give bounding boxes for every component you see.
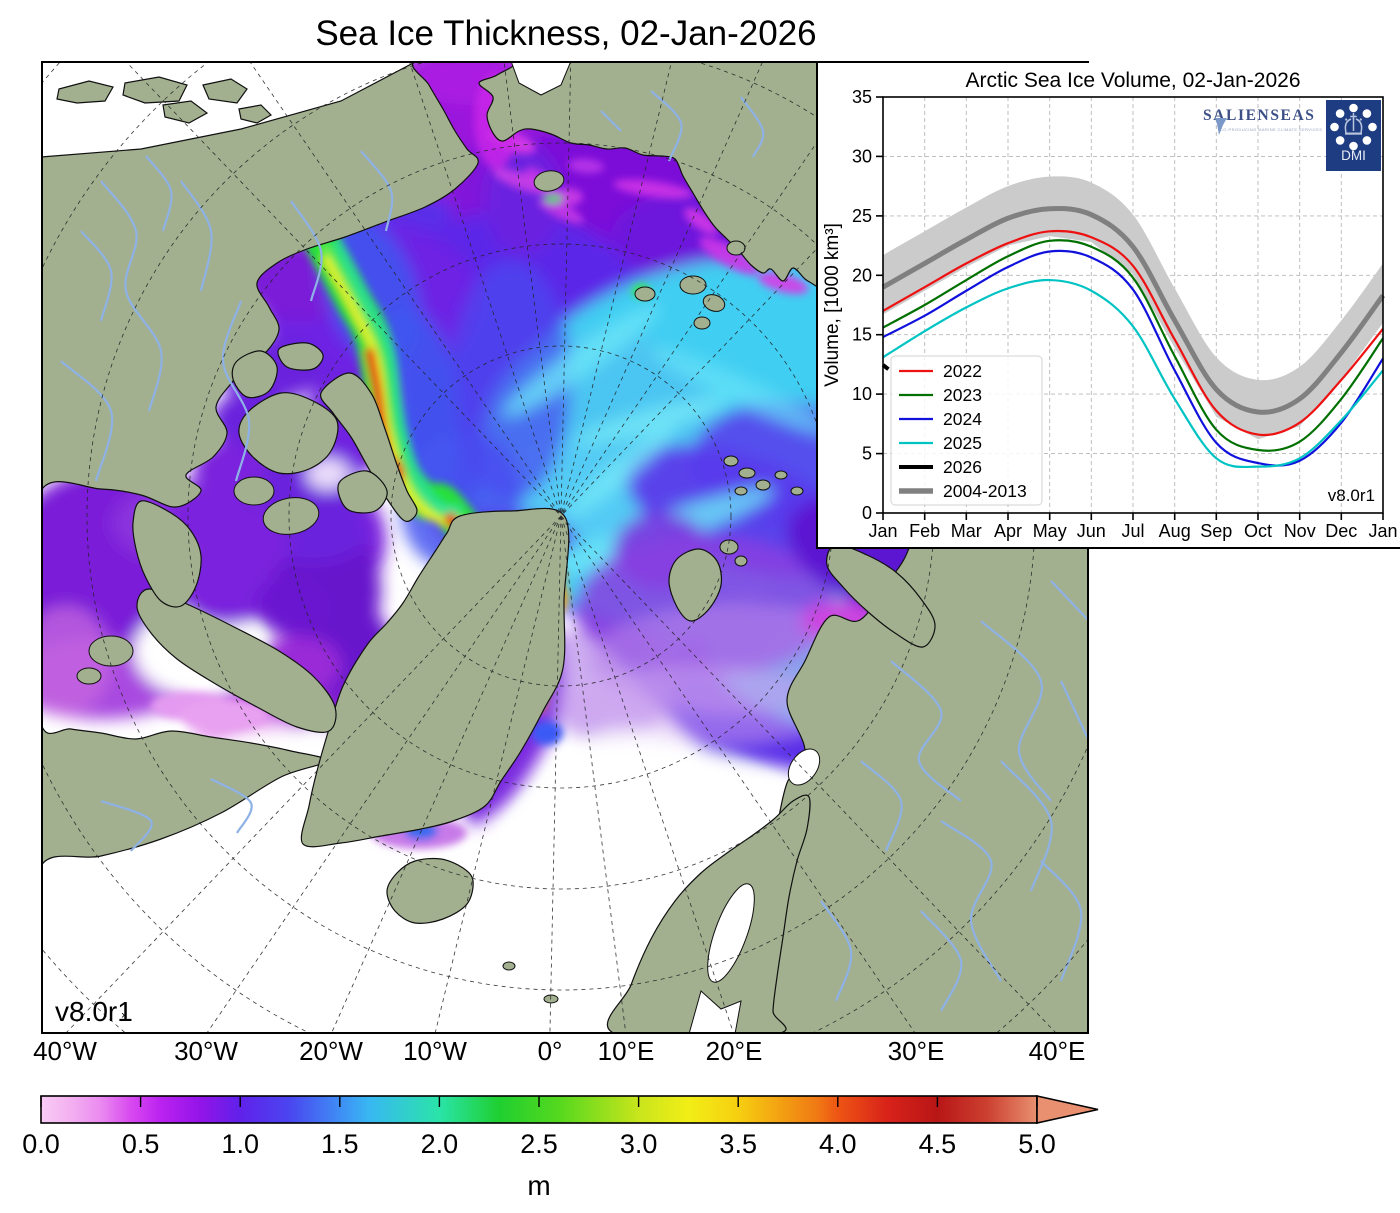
svg-text:Arctic Sea Ice Volume, 02-Jan-: Arctic Sea Ice Volume, 02-Jan-2026	[965, 69, 1300, 92]
svg-text:DMI: DMI	[1341, 148, 1366, 163]
svg-text:0.5: 0.5	[122, 1129, 160, 1159]
svg-text:2023: 2023	[943, 385, 982, 405]
svg-text:CO-PRODUCING MARINE CLIMATE SE: CO-PRODUCING MARINE CLIMATE SERVICES	[1220, 127, 1322, 132]
svg-text:2004-2013: 2004-2013	[943, 481, 1027, 501]
svg-text:2024: 2024	[943, 409, 982, 429]
svg-text:Mar: Mar	[951, 521, 982, 541]
svg-text:4.5: 4.5	[919, 1129, 957, 1159]
svg-text:1.5: 1.5	[321, 1129, 359, 1159]
svg-text:20: 20	[852, 265, 872, 285]
svg-text:0.0: 0.0	[22, 1129, 60, 1159]
svg-text:1.0: 1.0	[221, 1129, 259, 1159]
svg-text:2022: 2022	[943, 361, 982, 381]
svg-text:2.5: 2.5	[520, 1129, 558, 1159]
svg-text:5.0: 5.0	[1018, 1129, 1056, 1159]
svg-text:2026: 2026	[943, 457, 982, 477]
svg-text:Oct: Oct	[1244, 521, 1272, 541]
svg-text:Jan: Jan	[1368, 521, 1397, 541]
svg-text:v8.0r1: v8.0r1	[1328, 486, 1375, 505]
svg-text:Volume, [1000 km³]: Volume, [1000 km³]	[822, 223, 843, 387]
svg-text:Sep: Sep	[1200, 521, 1232, 541]
svg-text:2.0: 2.0	[421, 1129, 459, 1159]
svg-text:Nov: Nov	[1284, 521, 1316, 541]
svg-text:4.0: 4.0	[819, 1129, 857, 1159]
svg-text:Aug: Aug	[1159, 521, 1191, 541]
svg-text:Apr: Apr	[994, 521, 1022, 541]
svg-text:m: m	[527, 1170, 550, 1201]
svg-text:May: May	[1033, 521, 1067, 541]
svg-text:Jun: Jun	[1077, 521, 1106, 541]
svg-text:2025: 2025	[943, 433, 982, 453]
svg-text:v8.0r1: v8.0r1	[55, 996, 133, 1027]
svg-text:15: 15	[852, 325, 872, 345]
svg-text:0: 0	[862, 503, 872, 523]
svg-text:Jul: Jul	[1121, 521, 1144, 541]
svg-text:×: ×	[121, 1010, 127, 1022]
svg-text:Jan: Jan	[868, 521, 897, 541]
svg-text:3.0: 3.0	[620, 1129, 658, 1159]
svg-text:Feb: Feb	[909, 521, 940, 541]
svg-text:Dec: Dec	[1325, 521, 1357, 541]
svg-text:25: 25	[852, 206, 872, 226]
svg-text:35: 35	[852, 87, 872, 107]
svg-text:5: 5	[862, 444, 872, 464]
svg-text:10: 10	[852, 384, 872, 404]
svg-text:SALIENSEAS: SALIENSEAS	[1203, 107, 1316, 124]
svg-text:30: 30	[852, 146, 872, 166]
svg-text:3.5: 3.5	[719, 1129, 757, 1159]
